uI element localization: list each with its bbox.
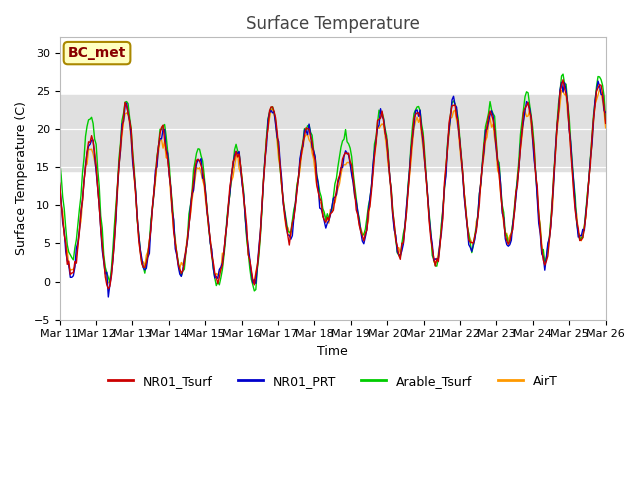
Y-axis label: Surface Temperature (C): Surface Temperature (C) bbox=[15, 102, 28, 255]
Title: Surface Temperature: Surface Temperature bbox=[246, 15, 420, 33]
Legend: NR01_Tsurf, NR01_PRT, Arable_Tsurf, AirT: NR01_Tsurf, NR01_PRT, Arable_Tsurf, AirT bbox=[103, 370, 563, 393]
Bar bbox=[60, 95, 605, 171]
Text: BC_met: BC_met bbox=[68, 46, 126, 60]
X-axis label: Time: Time bbox=[317, 345, 348, 358]
